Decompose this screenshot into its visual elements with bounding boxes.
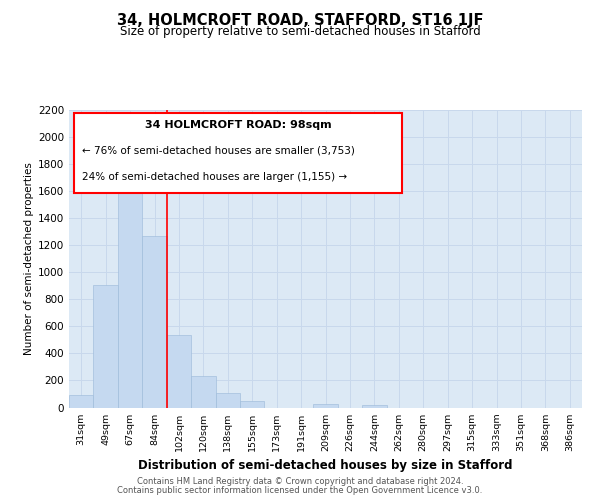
- Text: 34 HOLMCROFT ROAD: 98sqm: 34 HOLMCROFT ROAD: 98sqm: [145, 120, 332, 130]
- X-axis label: Distribution of semi-detached houses by size in Stafford: Distribution of semi-detached houses by …: [138, 460, 513, 472]
- Y-axis label: Number of semi-detached properties: Number of semi-detached properties: [24, 162, 34, 355]
- Bar: [191, 376, 215, 408]
- Bar: [313, 404, 338, 407]
- Text: ← 76% of semi-detached houses are smaller (3,753): ← 76% of semi-detached houses are smalle…: [82, 146, 355, 156]
- Bar: [69, 395, 94, 407]
- Text: Contains public sector information licensed under the Open Government Licence v3: Contains public sector information licen…: [118, 486, 482, 495]
- Bar: [142, 236, 167, 408]
- Bar: [362, 405, 386, 407]
- Text: Size of property relative to semi-detached houses in Stafford: Size of property relative to semi-detach…: [119, 25, 481, 38]
- Text: 34, HOLMCROFT ROAD, STAFFORD, ST16 1JF: 34, HOLMCROFT ROAD, STAFFORD, ST16 1JF: [117, 12, 483, 28]
- Bar: [94, 285, 118, 408]
- FancyBboxPatch shape: [74, 113, 403, 194]
- Bar: [167, 335, 191, 407]
- Bar: [215, 394, 240, 407]
- Bar: [118, 175, 142, 408]
- Bar: [240, 402, 265, 407]
- Text: 24% of semi-detached houses are larger (1,155) →: 24% of semi-detached houses are larger (…: [82, 172, 347, 182]
- Text: Contains HM Land Registry data © Crown copyright and database right 2024.: Contains HM Land Registry data © Crown c…: [137, 477, 463, 486]
